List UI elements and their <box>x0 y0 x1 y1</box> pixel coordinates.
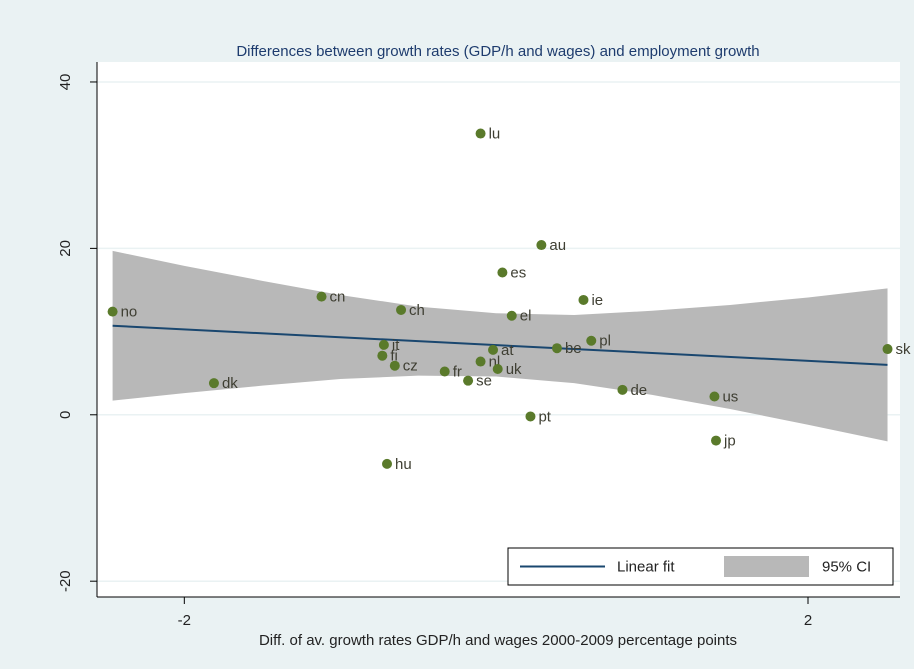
data-point <box>497 267 508 278</box>
point-label: el <box>520 308 532 325</box>
point-label: uk <box>506 361 522 378</box>
data-point <box>506 310 517 321</box>
data-point <box>551 343 562 354</box>
point-label: fi <box>390 348 398 365</box>
point-label: cz <box>403 358 418 375</box>
data-point <box>882 344 893 355</box>
y-tick-label: 0 <box>57 411 74 419</box>
data-point <box>378 339 389 350</box>
point-label: dk <box>222 375 238 392</box>
data-point <box>396 304 407 315</box>
data-point <box>492 364 503 375</box>
point-label: cn <box>330 289 346 306</box>
fit-line <box>112 324 888 366</box>
data-point <box>439 366 450 377</box>
data-point <box>382 458 393 469</box>
point-label: at <box>501 342 514 359</box>
point-label: de <box>630 382 647 399</box>
data-point <box>578 294 589 305</box>
data-point <box>711 435 722 446</box>
data-point <box>107 306 118 317</box>
point-label: be <box>565 340 582 357</box>
data-point <box>316 291 327 302</box>
data-point <box>377 350 388 361</box>
data-point <box>463 375 474 386</box>
legend-label: Linear fit <box>617 558 675 575</box>
legend-label: 95% CI <box>822 558 871 575</box>
point-label: hu <box>395 456 412 473</box>
data-point <box>586 335 597 346</box>
point-label: nl <box>489 354 501 371</box>
data-point <box>709 391 720 402</box>
point-label: us <box>722 388 738 405</box>
point-label: sk <box>896 341 912 358</box>
data-point <box>536 240 547 251</box>
point-label: pl <box>599 333 611 350</box>
y-tick-label: -20 <box>57 570 74 592</box>
point-label: au <box>549 237 566 254</box>
point-label: ch <box>409 302 425 319</box>
data-point <box>475 128 486 139</box>
y-tick-label: 20 <box>57 240 74 257</box>
x-tick-label: -2 <box>178 612 191 629</box>
point-label: pt <box>538 408 551 425</box>
x-tick-label: 2 <box>804 612 812 629</box>
point-label: no <box>121 304 138 321</box>
point-label: es <box>510 264 526 281</box>
data-point <box>389 360 400 371</box>
point-label: se <box>476 373 492 390</box>
point-label: ie <box>591 292 603 309</box>
data-point <box>475 356 486 367</box>
data-point <box>208 378 219 389</box>
data-point <box>488 344 499 355</box>
x-axis-label: Diff. of av. growth rates GDP/h and wage… <box>259 632 737 649</box>
point-label: jp <box>723 433 736 450</box>
data-point <box>525 411 536 422</box>
data-point <box>617 384 628 395</box>
legend-swatch <box>724 556 809 577</box>
chart-title: Differences between growth rates (GDP/h … <box>236 43 759 60</box>
point-label: fr <box>453 363 462 380</box>
point-label: lu <box>489 126 501 143</box>
point-label: it <box>392 337 400 354</box>
y-tick-label: 40 <box>57 74 74 91</box>
